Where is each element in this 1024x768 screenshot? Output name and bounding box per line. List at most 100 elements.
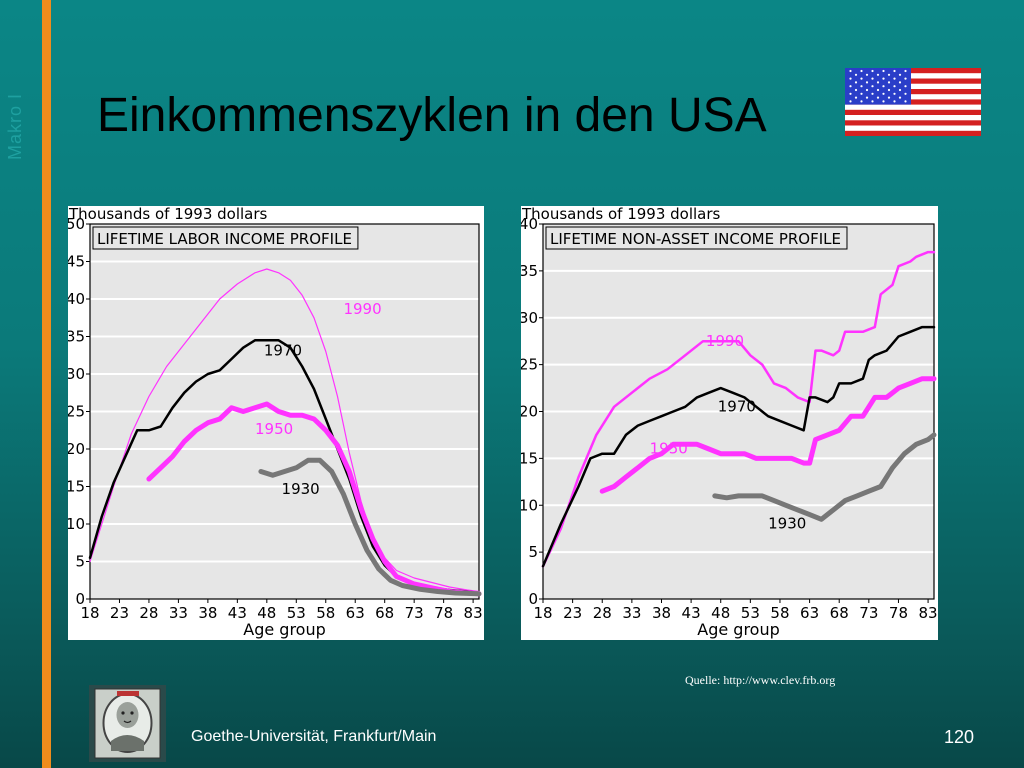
flag-star — [849, 77, 852, 80]
flag-star — [876, 73, 880, 76]
x-tick-label: 78 — [434, 604, 453, 622]
x-tick-label: 38 — [652, 604, 671, 622]
flag-star — [849, 92, 852, 95]
x-tick-label: 73 — [859, 604, 878, 622]
series-line-1990 — [541, 250, 936, 568]
flag-star — [865, 88, 869, 92]
flag-star — [871, 92, 874, 95]
flag-star — [887, 96, 891, 99]
y-tick-label: 40 — [521, 215, 538, 233]
x-tick-label: 68 — [830, 604, 849, 622]
x-tick-label: 58 — [770, 604, 789, 622]
y-tick-label: 5 — [528, 543, 538, 561]
y-tick-label: 30 — [68, 365, 85, 383]
flag-star — [882, 77, 885, 80]
plot-frame — [89, 223, 480, 600]
flag-star — [904, 77, 907, 80]
x-tick-label: 83 — [919, 604, 938, 622]
us-flag-icon — [845, 68, 981, 136]
flag-star — [865, 73, 869, 76]
page-number: 120 — [943, 727, 974, 747]
flag-star — [876, 88, 880, 92]
flag-star — [893, 77, 896, 80]
y-tick-label: 25 — [68, 403, 85, 421]
x-tick-label: 43 — [228, 604, 247, 622]
labor-income-chart-svg: 0 5 10 15 20 25 30 35 40 45 50 18 23 28 33 38 43 48 53 58 63… — [68, 206, 483, 639]
flag-star — [893, 69, 896, 73]
y-tick-label: 20 — [68, 440, 85, 458]
flag-star — [854, 88, 858, 92]
flag-star — [882, 92, 885, 95]
x-tick-label: 73 — [405, 604, 424, 622]
flag-star — [860, 77, 863, 80]
y-tick-label: 15 — [521, 449, 538, 467]
flag-star — [860, 92, 863, 95]
chart-title-box — [545, 226, 848, 250]
y-tick-label: 35 — [521, 262, 538, 280]
series-line-1930 — [258, 457, 482, 597]
series-label-1930: 1930 — [282, 480, 320, 498]
footer-text: Goethe-Universität, Frankfurt/Main — [191, 728, 437, 745]
flag-star — [860, 69, 863, 73]
flag-star — [882, 69, 885, 73]
y-tick-label: 10 — [521, 496, 538, 514]
flag-star — [854, 81, 858, 84]
y-tick-label: 40 — [68, 290, 85, 308]
x-tick-label: 63 — [346, 604, 365, 622]
y-tick-label: 30 — [521, 309, 538, 327]
x-tick-label: 83 — [464, 604, 483, 622]
flag-star — [876, 81, 880, 84]
y-tick-label: 0 — [528, 590, 538, 608]
university-seal-icon — [89, 685, 166, 762]
series-label-1970: 1970 — [264, 341, 302, 359]
flag-star — [904, 92, 907, 95]
x-tick-label: 48 — [711, 604, 730, 622]
x-tick-label: 33 — [169, 604, 188, 622]
x-tick-label: 48 — [257, 604, 276, 622]
y-tick-label: 0 — [75, 590, 85, 608]
series-line-1950 — [146, 401, 482, 597]
x-tick-label: 18 — [80, 604, 99, 622]
flag-star — [849, 69, 852, 73]
series-label-1930: 1930 — [768, 515, 806, 533]
flag-star — [854, 73, 858, 76]
flag-star — [887, 73, 891, 76]
left-accent-stripe — [42, 0, 51, 768]
flag-star — [865, 81, 869, 84]
series-label-1990: 1990 — [706, 332, 744, 350]
y-tick-label: 45 — [68, 253, 85, 271]
series-label-1990: 1990 — [343, 300, 381, 318]
chart-title-box — [92, 226, 359, 250]
x-tick-label: 28 — [139, 604, 158, 622]
flag-star — [871, 85, 874, 88]
labor-income-chart: 0 5 10 15 20 25 30 35 40 45 50 18 23 28 33 38 43 48 53 58 63… — [68, 206, 484, 640]
flag-star — [904, 69, 907, 73]
x-axis-label: Age group — [697, 620, 780, 639]
y-tick-label: 20 — [521, 403, 538, 421]
series-line-1950 — [599, 376, 937, 494]
series-line-1930 — [712, 432, 937, 522]
non-asset-income-chart-svg: 0 5 10 15 20 25 30 35 40 18 23 28 33 38 43 48 53 58 63 68 73… — [521, 206, 938, 639]
x-tick-label: 28 — [593, 604, 612, 622]
flag-star — [854, 96, 858, 99]
x-tick-label: 23 — [563, 604, 582, 622]
x-tick-label: 43 — [682, 604, 701, 622]
y-tick-label: 35 — [68, 328, 85, 346]
flag-star — [893, 100, 896, 103]
flag-star — [898, 96, 902, 99]
source-note: Quelle: http://www.clev.frb.org — [685, 673, 836, 687]
x-tick-label: 33 — [622, 604, 641, 622]
flag-star — [871, 100, 874, 103]
flag-star — [882, 100, 885, 103]
flag-star — [893, 85, 896, 88]
x-tick-label: 63 — [800, 604, 819, 622]
x-axis-label: Age group — [243, 620, 326, 639]
flag-star — [887, 88, 891, 92]
flag-star — [887, 81, 891, 84]
series-label-1950: 1950 — [255, 420, 293, 438]
side-label: Makro I — [5, 92, 25, 160]
flag-star — [893, 92, 896, 95]
y-tick-label: 25 — [521, 356, 538, 374]
x-tick-label: 53 — [287, 604, 306, 622]
flag-star — [871, 69, 874, 73]
